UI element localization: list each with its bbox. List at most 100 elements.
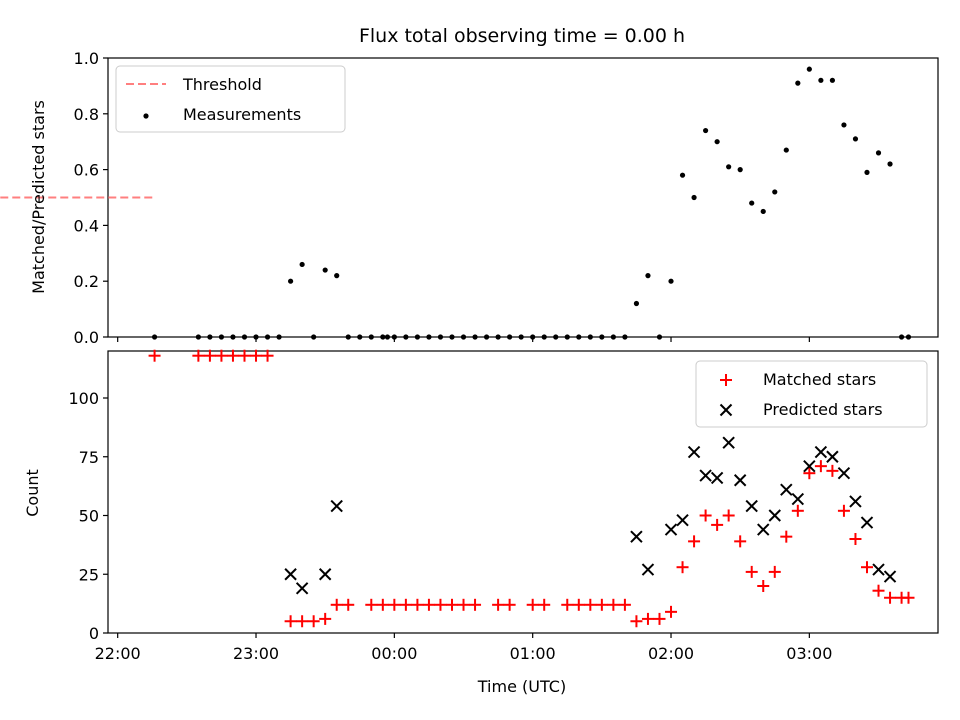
measurement-point (737, 167, 743, 173)
matched-star-point (388, 598, 401, 611)
measurement-point (864, 169, 870, 175)
matched-star-point (699, 509, 712, 522)
predicted-star-point (814, 445, 828, 459)
measurement-point (449, 334, 455, 340)
measurement-point (852, 136, 859, 142)
matched-star-point (526, 598, 539, 611)
bottom-y-ticks: 0 25 50 75 100 (68, 389, 108, 643)
measurement-point (426, 334, 432, 340)
measurement-point (403, 334, 409, 340)
matched-star-point (434, 598, 447, 611)
measurement-point (414, 334, 421, 340)
matched-star-point (469, 598, 482, 611)
bottom-y-tick-label: 50 (79, 507, 99, 526)
matched-star-point (238, 349, 251, 362)
predicted-star-point-b (641, 563, 655, 576)
predicted-star-point-b (826, 450, 839, 463)
measurement-point (783, 147, 789, 153)
legend-measurements-label: Measurements (183, 105, 301, 124)
x-tick-label: 00:00 (371, 644, 417, 663)
predicted-star-point-b (745, 499, 758, 513)
measurement-point (541, 334, 547, 340)
measurement-point (703, 127, 709, 134)
matched-star-point (768, 565, 781, 578)
predicted-star-point (826, 450, 839, 463)
measurement-point (288, 278, 294, 284)
predicted-star-point-b (318, 568, 332, 581)
measurement-point (507, 334, 513, 340)
measurement-point (818, 77, 824, 83)
predicted-star-point (780, 483, 793, 496)
predicted-star-point (745, 499, 758, 513)
matched-star-point (653, 612, 666, 625)
x-tick-label: 02:00 (648, 644, 694, 663)
predicted-star-point (664, 523, 678, 536)
bottom-y-tick-label: 75 (79, 448, 99, 467)
measurement-point (495, 334, 501, 340)
predicted-star-point (722, 436, 735, 449)
predicted-star-point-b (849, 495, 862, 508)
matched-star-point (607, 598, 620, 611)
matched-star-point (399, 598, 412, 611)
measurement-point (384, 334, 391, 340)
matched-star-point (837, 504, 850, 517)
matched-star-point (734, 535, 747, 548)
predicted-star-point-b (757, 523, 770, 536)
predicted-star-point (710, 471, 724, 485)
measurement-point (437, 334, 444, 340)
predicted-star-point-b (330, 499, 343, 513)
top-y-tick-label: 0.8 (74, 105, 99, 124)
matched-star-point (148, 349, 161, 362)
predicted-star-point (803, 459, 816, 473)
matched-star-point (630, 615, 643, 628)
predicted-star-point-b (295, 582, 309, 595)
measurement-point (460, 334, 467, 340)
top-legend: Threshold Measurements (115, 65, 346, 133)
x-tick-label: 01:00 (510, 644, 556, 663)
matched-star-point (296, 615, 309, 628)
matched-star-point (226, 349, 239, 362)
predicted-star-point (872, 563, 885, 576)
matched-star-point (584, 598, 597, 611)
measurement-point (633, 300, 640, 307)
measurement-point (576, 334, 582, 340)
predicted-star-point-b (630, 530, 643, 543)
measurement-point (760, 208, 766, 215)
measurement-point (530, 334, 536, 340)
matched-star-point (307, 615, 320, 628)
matched-star-point (203, 349, 216, 362)
legend-predicted-label: Predicted stars (763, 400, 883, 419)
matched-star-point (884, 591, 897, 604)
matched-star-point (572, 598, 585, 611)
predicted-star-point-b (803, 459, 816, 473)
measurement-point (218, 334, 225, 340)
measurement-point (518, 334, 524, 340)
predicted-star-point (768, 509, 781, 522)
measurement-point (472, 334, 478, 340)
measurement-point (587, 334, 593, 340)
predicted-star-point-b (687, 445, 701, 459)
matched-star-point (745, 565, 758, 578)
predicted-star-point (295, 582, 309, 595)
matched-star-point (561, 598, 574, 611)
measurement-point (875, 150, 882, 156)
predicted-star-point-b (664, 523, 678, 536)
matched-star-point (503, 598, 516, 611)
measurement-point (195, 334, 201, 340)
predicted-star-point-b (860, 516, 874, 529)
measurement-point (345, 334, 351, 340)
predicted-star-point-b (768, 509, 781, 522)
top-legend-box (115, 65, 346, 133)
measurement-point (656, 334, 663, 340)
measurement-point (726, 164, 732, 170)
predicted-star-point-b (699, 469, 712, 482)
matched-star-point (538, 598, 551, 611)
matched-star-point (284, 615, 297, 628)
measurement-point (276, 334, 282, 340)
matched-star-point (757, 580, 770, 592)
predicted-star-points (284, 436, 897, 595)
top-y-tick-label: 1.0 (74, 49, 99, 68)
matched-star-point (215, 349, 228, 362)
predicted-star-point (318, 568, 332, 581)
